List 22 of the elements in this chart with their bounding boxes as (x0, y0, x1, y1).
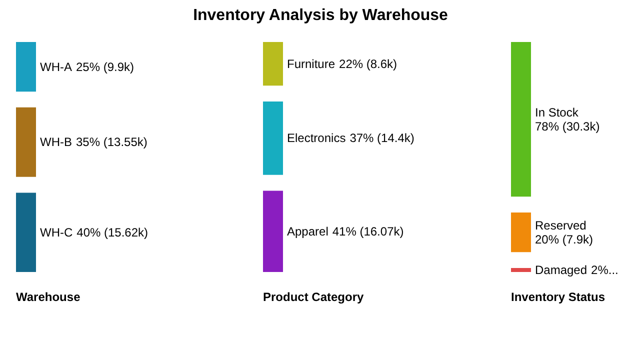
category-label: Apparel (287, 224, 328, 238)
data-label: 22% (8.6k) (339, 56, 398, 71)
text: Inventory Status (511, 290, 606, 304)
data-label: 78% (30.3k) (535, 119, 600, 134)
text: Warehouse (16, 290, 81, 304)
category-label: WH-A (40, 60, 72, 74)
data-label: 37% (14.4k) (350, 131, 414, 146)
data-label: 25% (9.9k) (76, 60, 134, 74)
category-label: Damaged (535, 263, 588, 278)
category-label: WH-B (40, 135, 72, 150)
data-label: 20% (7.9k) (535, 232, 594, 246)
data-label: 41% (16.07k) (332, 224, 404, 238)
category-label: WH-C (40, 225, 73, 240)
data-label: 40% (15.62k) (76, 225, 148, 240)
data-label: 2%... (591, 263, 618, 278)
text: Inventory Analysis by Warehouse (193, 7, 448, 24)
text: Product Category (263, 290, 364, 304)
category-label: Electronics (287, 131, 346, 146)
category-label: Furniture (287, 56, 336, 71)
data-label: 35% (13.55k) (76, 135, 148, 150)
category-label: Reserved (535, 218, 586, 232)
category-label: In Stock (535, 105, 580, 120)
